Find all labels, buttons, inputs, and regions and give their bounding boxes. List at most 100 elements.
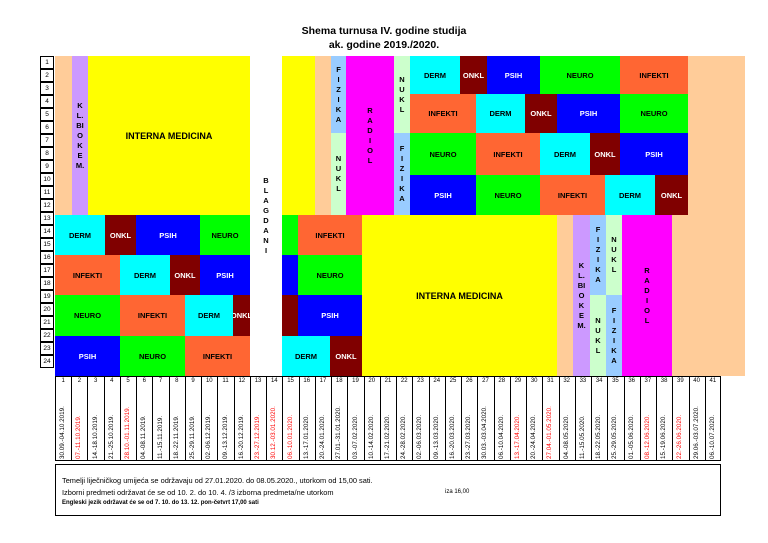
neuro-label: NEURO: [138, 351, 167, 361]
infekti-label: INFEKTI: [493, 149, 523, 159]
neuro-block: NEURO: [410, 133, 476, 175]
week-date: 04.-08.11.2019.: [140, 415, 148, 459]
week-date: 29.06.-03.07.2020.: [692, 406, 700, 459]
week-date: 16.-20.03.2020.: [448, 414, 456, 459]
row-number: 10: [40, 173, 54, 186]
interna-block: INTERNA MEDICINA: [362, 215, 557, 376]
onkl-block: ONKL: [233, 295, 250, 336]
psih-block: PSIH: [410, 175, 476, 215]
row-number: 23: [40, 342, 54, 355]
onkl-label: ONKL: [335, 351, 357, 361]
psih-label: PSIH: [216, 270, 234, 280]
onkl-block: ONKL: [170, 255, 200, 295]
week-divider: [71, 376, 73, 461]
row-number: 6: [40, 121, 54, 134]
week-number: 35: [612, 378, 619, 384]
week-number: 8: [175, 378, 179, 384]
week-number: 5: [126, 378, 130, 384]
onkl-label: ONKL: [594, 149, 616, 159]
psih-block: PSIH: [557, 94, 620, 133]
row-number: 9: [40, 160, 54, 173]
row-number: 18: [40, 277, 54, 290]
nukl-block: N U K L: [394, 56, 410, 133]
week-divider: [379, 376, 381, 461]
neuro-block: NEURO: [476, 175, 540, 215]
notes-box: [55, 464, 721, 516]
psih-label: PSIH: [579, 109, 598, 118]
week-divider: [168, 376, 170, 461]
week-number: 7: [158, 378, 163, 384]
psih-block: PSIH: [298, 295, 362, 336]
infekti-label: INFEKTI: [315, 230, 345, 240]
row-number: 13: [40, 212, 54, 225]
week-number: 23: [417, 378, 424, 384]
week-number: 11: [222, 378, 229, 384]
week-date: 27.01.-31.01.2020.: [335, 406, 343, 459]
onkl-block: ONKL: [330, 336, 362, 376]
onkl-label: ONKL: [109, 230, 132, 240]
note-line-3: Engleski jezik održavat će se od 7. 10. …: [62, 500, 259, 506]
interna-label: INTERNA MEDICINA: [416, 290, 503, 301]
neuro-block: NEURO: [298, 255, 362, 295]
row-number: 17: [40, 264, 54, 277]
infekti-block: INFEKTI: [476, 133, 540, 175]
row-number: 7: [40, 134, 54, 147]
week-date: 24.-28.02.2020.: [400, 414, 408, 459]
week-divider: [396, 376, 398, 461]
week-divider: [282, 376, 284, 461]
week-divider: [412, 376, 414, 461]
week-number: 33: [579, 378, 587, 384]
derm-block: DERM: [605, 175, 655, 215]
neuro-label: NEURO: [494, 190, 522, 200]
week-date: 06.-10.04.2020.: [497, 414, 505, 459]
week-number: 29: [514, 378, 522, 384]
week-date: 08.-12.06.2020.: [643, 414, 651, 459]
radiol-label: R A D I O L: [367, 105, 373, 165]
fizika-label: F I Z I K A: [595, 225, 601, 284]
week-date: 18.-22.05.2020.: [595, 414, 603, 459]
week-date: 16.-20.12.2019.: [237, 414, 245, 459]
week-date: 23.-27.12.2019.: [254, 414, 262, 459]
neuro-label: NEURO: [429, 149, 457, 159]
week-divider: [656, 376, 658, 461]
week-divider: [688, 376, 690, 461]
week-date: 20.-24.01.2020.: [319, 414, 327, 459]
week-number: 36: [628, 378, 635, 384]
week-date: 02.-06.03.2020.: [416, 414, 424, 459]
week-divider: [509, 376, 511, 461]
note-line-2-time: iza 16,00: [445, 489, 470, 495]
row-number: 22: [40, 329, 54, 342]
nukl-label: N U K L: [399, 74, 405, 114]
derm-label: DERM: [294, 351, 318, 361]
week-divider: [607, 376, 609, 461]
blagdani-block: B L A G D A N I: [250, 56, 282, 376]
week-divider: [623, 376, 625, 461]
psih-block: PSIH: [620, 133, 688, 175]
week-date: 09.-13.12.2019.: [221, 414, 229, 459]
week-number: 38: [660, 378, 668, 384]
week-number: 1: [61, 378, 65, 384]
derm-block: DERM: [476, 94, 525, 133]
derm-block: DERM: [55, 215, 105, 255]
psih-block: PSIH: [200, 255, 250, 295]
week-date: 02.-06.12.2019.: [205, 414, 213, 459]
radiol-label: R A D I O L: [644, 265, 650, 325]
infekti-label: INFEKTI: [428, 109, 458, 118]
radiol-block: R A D I O L: [622, 215, 672, 376]
week-number: 41: [709, 378, 717, 384]
week-date: 03.-07.02.2020.: [351, 414, 359, 459]
week-divider: [87, 376, 89, 461]
week-date: 28.10.-01.11.2019.: [124, 406, 132, 459]
week-date: 25.-29.11.2019.: [189, 415, 197, 459]
week-divider: [331, 376, 333, 461]
week-date: 13.-17.01.2020.: [302, 414, 310, 459]
row-number: 1: [40, 56, 54, 69]
dates-table: [55, 376, 721, 461]
infekti-block: INFEKTI: [185, 336, 250, 376]
neuro-block: NEURO: [200, 215, 250, 255]
week-number: 26: [465, 378, 473, 384]
week-number: 4: [110, 378, 114, 384]
week-date: 01.-05.06.2020.: [627, 414, 635, 459]
peach-block: [315, 56, 331, 215]
